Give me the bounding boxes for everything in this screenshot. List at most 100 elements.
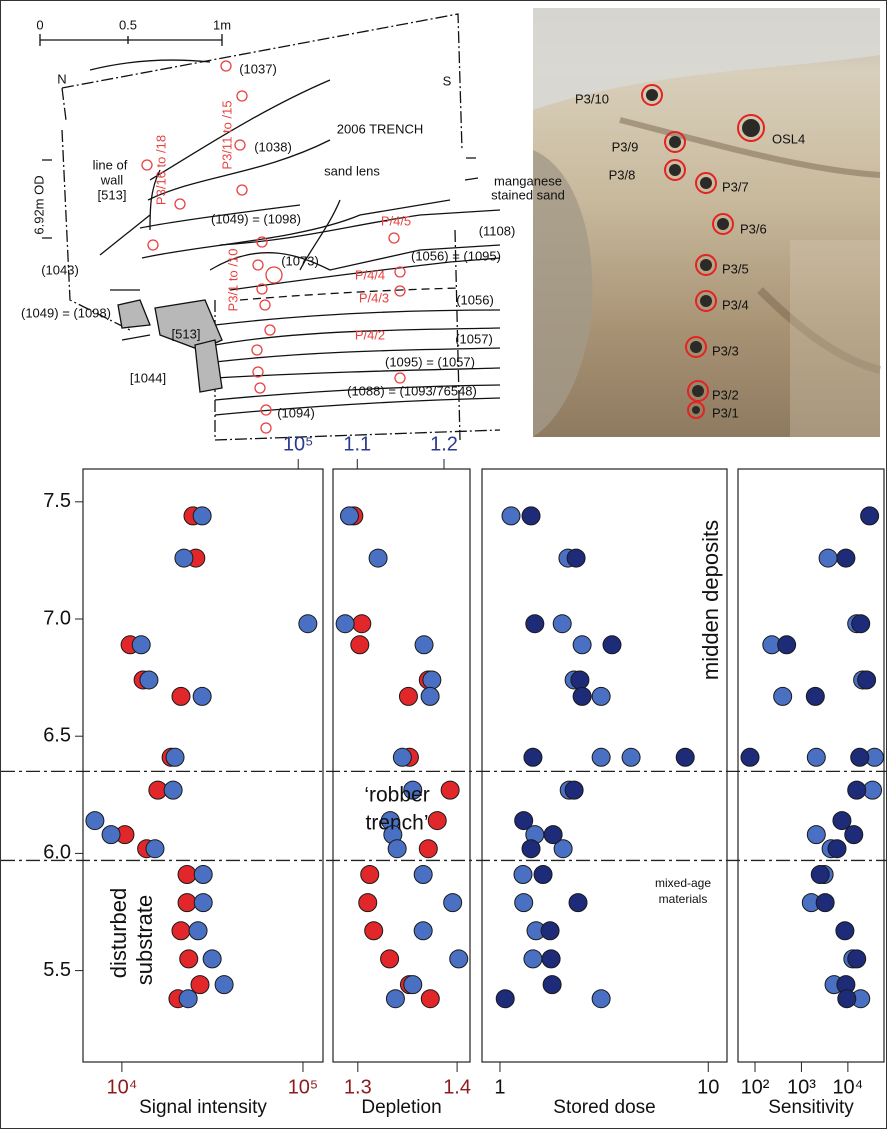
section-label: [1044]: [130, 370, 166, 385]
x-axis-label: Sensitivity: [768, 1097, 854, 1118]
section-label: (1056) = (1095): [411, 248, 501, 263]
data-point: [602, 635, 622, 655]
data-point: [621, 747, 641, 767]
plot-frame: [481, 468, 728, 1063]
sample-marker: [394, 266, 406, 278]
data-point: [863, 780, 883, 800]
hole: [646, 89, 658, 101]
section-drawing: [39, 13, 501, 441]
data-point: [847, 949, 867, 969]
data-point: [339, 506, 359, 526]
data-point: [836, 548, 856, 568]
x-tick-label: 10⁴: [106, 1076, 137, 1098]
hole: [717, 218, 729, 230]
plot-frame: [82, 468, 324, 1063]
sample-ring: [687, 380, 709, 402]
x2-tick-label: 10⁵: [283, 433, 314, 455]
x-tick-label: 10: [697, 1076, 719, 1098]
sample-marker: [234, 139, 246, 151]
data-point: [815, 893, 835, 913]
x-tick-label: 10³: [787, 1076, 816, 1098]
section-label: (1094): [277, 405, 315, 420]
photo-label: P3/4: [722, 297, 749, 312]
section-label: (1088) = (1093/76548): [347, 383, 477, 398]
data-point: [188, 921, 208, 941]
data-point: [131, 635, 151, 655]
data-point: [387, 839, 407, 859]
data-point: [806, 747, 826, 767]
sample-marker: [236, 90, 248, 102]
x-tick-label: 10⁴: [832, 1076, 863, 1098]
section-label: P/4/3: [359, 290, 389, 305]
hole: [669, 164, 681, 176]
x-tick-label: 1.4: [443, 1076, 471, 1098]
section-label: (1095) = (1057): [385, 354, 475, 369]
data-point: [810, 864, 830, 884]
data-point: [352, 614, 372, 634]
data-point: [501, 506, 521, 526]
sample-ring: [685, 336, 707, 358]
photo-label: OSL4: [772, 131, 805, 146]
sample-marker: [394, 285, 406, 297]
section-label: (1037): [239, 61, 277, 76]
data-point: [413, 864, 433, 884]
data-point: [385, 989, 405, 1009]
x-axis-label: Signal intensity: [139, 1097, 267, 1118]
section-label: P/4/5: [381, 213, 411, 228]
plot-frame: [737, 468, 885, 1063]
data-point: [165, 747, 185, 767]
data-point: [552, 614, 572, 634]
data-point: [193, 864, 213, 884]
section-label: (1049) = (1098): [21, 305, 111, 320]
sample-marker: [256, 283, 268, 295]
data-point: [564, 780, 584, 800]
hole: [700, 295, 712, 307]
data-point: [179, 949, 199, 969]
data-point: [835, 921, 855, 941]
photo-label: P3/3: [712, 343, 739, 358]
annotation: ‘robber: [364, 784, 429, 807]
data-point: [591, 747, 611, 767]
x-tick-label: 1.3: [344, 1076, 372, 1098]
data-point: [177, 864, 197, 884]
sample-marker: [265, 266, 283, 284]
data-point: [777, 635, 797, 655]
data-point: [350, 635, 370, 655]
annotation: trench’: [365, 812, 428, 835]
data-point: [570, 670, 590, 690]
data-point: [513, 864, 533, 884]
data-point: [541, 949, 561, 969]
section-label: 2006 TRENCH: [337, 121, 423, 136]
data-point: [740, 747, 760, 767]
annotation: materials: [659, 892, 708, 906]
data-point: [440, 780, 460, 800]
section-label: P/4/4: [355, 267, 385, 282]
annotation: disturbed: [106, 888, 131, 979]
sample-ring: [664, 131, 686, 153]
data-point: [523, 747, 543, 767]
section-label: S: [443, 73, 452, 88]
data-point: [171, 921, 191, 941]
data-point: [403, 780, 423, 800]
section-label: wall: [100, 172, 124, 187]
data-point: [145, 839, 165, 859]
data-point: [398, 686, 418, 706]
data-point: [860, 506, 880, 526]
section-label: line of: [93, 157, 128, 172]
sample-ring: [695, 254, 717, 276]
hole: [742, 119, 760, 137]
photo-label: P3/9: [612, 139, 639, 154]
data-point: [449, 949, 469, 969]
sample-ring: [695, 290, 717, 312]
x2-tick-label: 1.2: [430, 433, 458, 455]
data-point: [174, 548, 194, 568]
section-label: (1038): [254, 139, 292, 154]
hole: [690, 341, 702, 353]
data-point: [525, 614, 545, 634]
data-point: [773, 686, 793, 706]
section-label: (1056): [456, 292, 494, 307]
data-point: [214, 975, 234, 995]
data-point: [427, 811, 447, 831]
plot-frame: [332, 468, 471, 1063]
